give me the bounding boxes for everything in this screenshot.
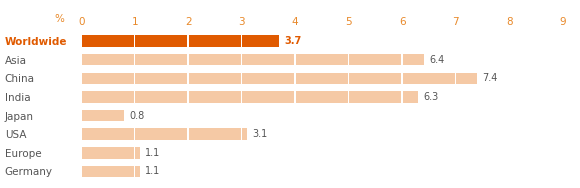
Bar [82, 35, 134, 47]
Bar [82, 110, 124, 121]
Bar [136, 147, 140, 158]
Text: 3.7: 3.7 [284, 36, 302, 46]
Bar [242, 128, 247, 140]
Bar [296, 54, 348, 65]
Text: 6.3: 6.3 [423, 92, 439, 102]
Bar [136, 166, 140, 177]
Bar [189, 128, 241, 140]
Bar [296, 91, 348, 103]
Bar [349, 54, 401, 65]
Bar [403, 73, 455, 84]
Bar [82, 147, 134, 158]
Bar [136, 91, 187, 103]
Bar [242, 73, 295, 84]
Bar [242, 91, 295, 103]
Bar [242, 54, 295, 65]
Bar [456, 73, 477, 84]
Text: 3.1: 3.1 [252, 129, 267, 139]
Bar [242, 35, 279, 47]
Bar [136, 54, 187, 65]
Bar [189, 73, 241, 84]
Text: 1.1: 1.1 [146, 148, 161, 158]
Bar [349, 73, 401, 84]
Bar [403, 54, 423, 65]
Text: 6.4: 6.4 [429, 55, 444, 65]
Bar [136, 73, 187, 84]
Text: %: % [55, 14, 64, 24]
Bar [189, 54, 241, 65]
Bar [189, 35, 241, 47]
Bar [82, 128, 134, 140]
Bar [82, 91, 134, 103]
Bar [296, 73, 348, 84]
Bar [136, 35, 187, 47]
Bar [82, 54, 134, 65]
Bar [136, 128, 187, 140]
Bar [82, 166, 134, 177]
Text: 0.8: 0.8 [129, 111, 144, 121]
Text: 1.1: 1.1 [146, 166, 161, 176]
Bar [403, 91, 418, 103]
Bar [189, 91, 241, 103]
Text: 7.4: 7.4 [483, 73, 498, 83]
Bar [349, 91, 401, 103]
Bar [82, 73, 134, 84]
